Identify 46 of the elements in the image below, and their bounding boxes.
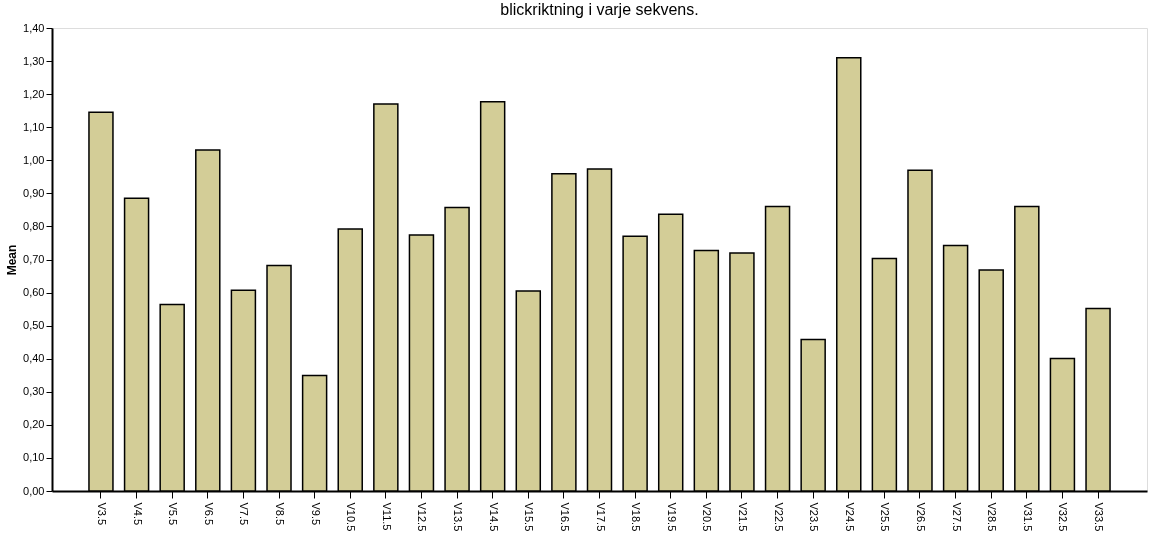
x-tick-label: V4.5: [131, 502, 144, 526]
x-tick-label: V6.5: [202, 502, 215, 526]
y-axis-title: Mean: [5, 244, 20, 276]
x-tick-label: V28.5: [986, 502, 999, 532]
y-tick-label: 1,20: [23, 87, 45, 100]
y-tick-label: 1,10: [23, 120, 45, 133]
x-tick-label: V24.5: [843, 502, 856, 532]
x-tick-label: V9.5: [309, 502, 322, 526]
x-tick-label: V32.5: [1057, 502, 1070, 532]
x-tick-label: V14.5: [487, 502, 500, 532]
y-tick-label: 0,60: [23, 286, 45, 299]
y-tick-label: 1,00: [23, 153, 45, 166]
y-tick-label: 1,30: [23, 54, 45, 67]
x-tick-label: V10.5: [345, 502, 358, 532]
y-tick-label: 0,10: [23, 451, 45, 464]
y-tick-label: 1,40: [23, 21, 45, 34]
y-tick-label: 0,40: [23, 352, 45, 365]
x-tick-label: V7.5: [238, 502, 251, 526]
x-tick-label: V31.5: [1021, 502, 1034, 532]
x-tick-label: V11.5: [380, 502, 393, 531]
x-tick-label: V27.5: [950, 502, 963, 532]
x-tick-label: V5.5: [167, 502, 180, 526]
y-tick-label: 0,30: [23, 385, 45, 398]
x-tick-label: V13.5: [452, 502, 465, 532]
y-tick-label: 0,90: [23, 186, 45, 199]
x-tick-label: V17.5: [594, 502, 607, 532]
x-tick-label: V21.5: [736, 502, 749, 532]
x-tick-label: V16.5: [558, 502, 571, 532]
x-tick-label: V22.5: [772, 502, 785, 532]
y-tick-label: 0,70: [23, 253, 45, 265]
x-tick-label: V19.5: [665, 502, 678, 532]
x-tick-label: V12.5: [416, 502, 429, 532]
y-tick-label: 0,50: [23, 319, 45, 332]
x-tick-label: V3.5: [95, 502, 108, 526]
x-tick-label: V25.5: [879, 502, 892, 532]
x-tick-label: V15.5: [523, 502, 536, 532]
x-tick-label: V8.5: [274, 502, 287, 526]
x-tick-label: V33.5: [1093, 502, 1106, 532]
x-tick-label: V26.5: [914, 502, 927, 532]
x-tick-label: V23.5: [808, 502, 821, 532]
y-tick-label: 0,20: [23, 418, 45, 431]
y-tick-label: 0,80: [23, 219, 45, 232]
x-tick-label: V18.5: [630, 502, 643, 532]
chart-title: blickriktning i varje sekvens.: [500, 1, 699, 18]
y-tick-label: 0,00: [23, 484, 45, 497]
x-tick-label: V20.5: [701, 502, 714, 532]
